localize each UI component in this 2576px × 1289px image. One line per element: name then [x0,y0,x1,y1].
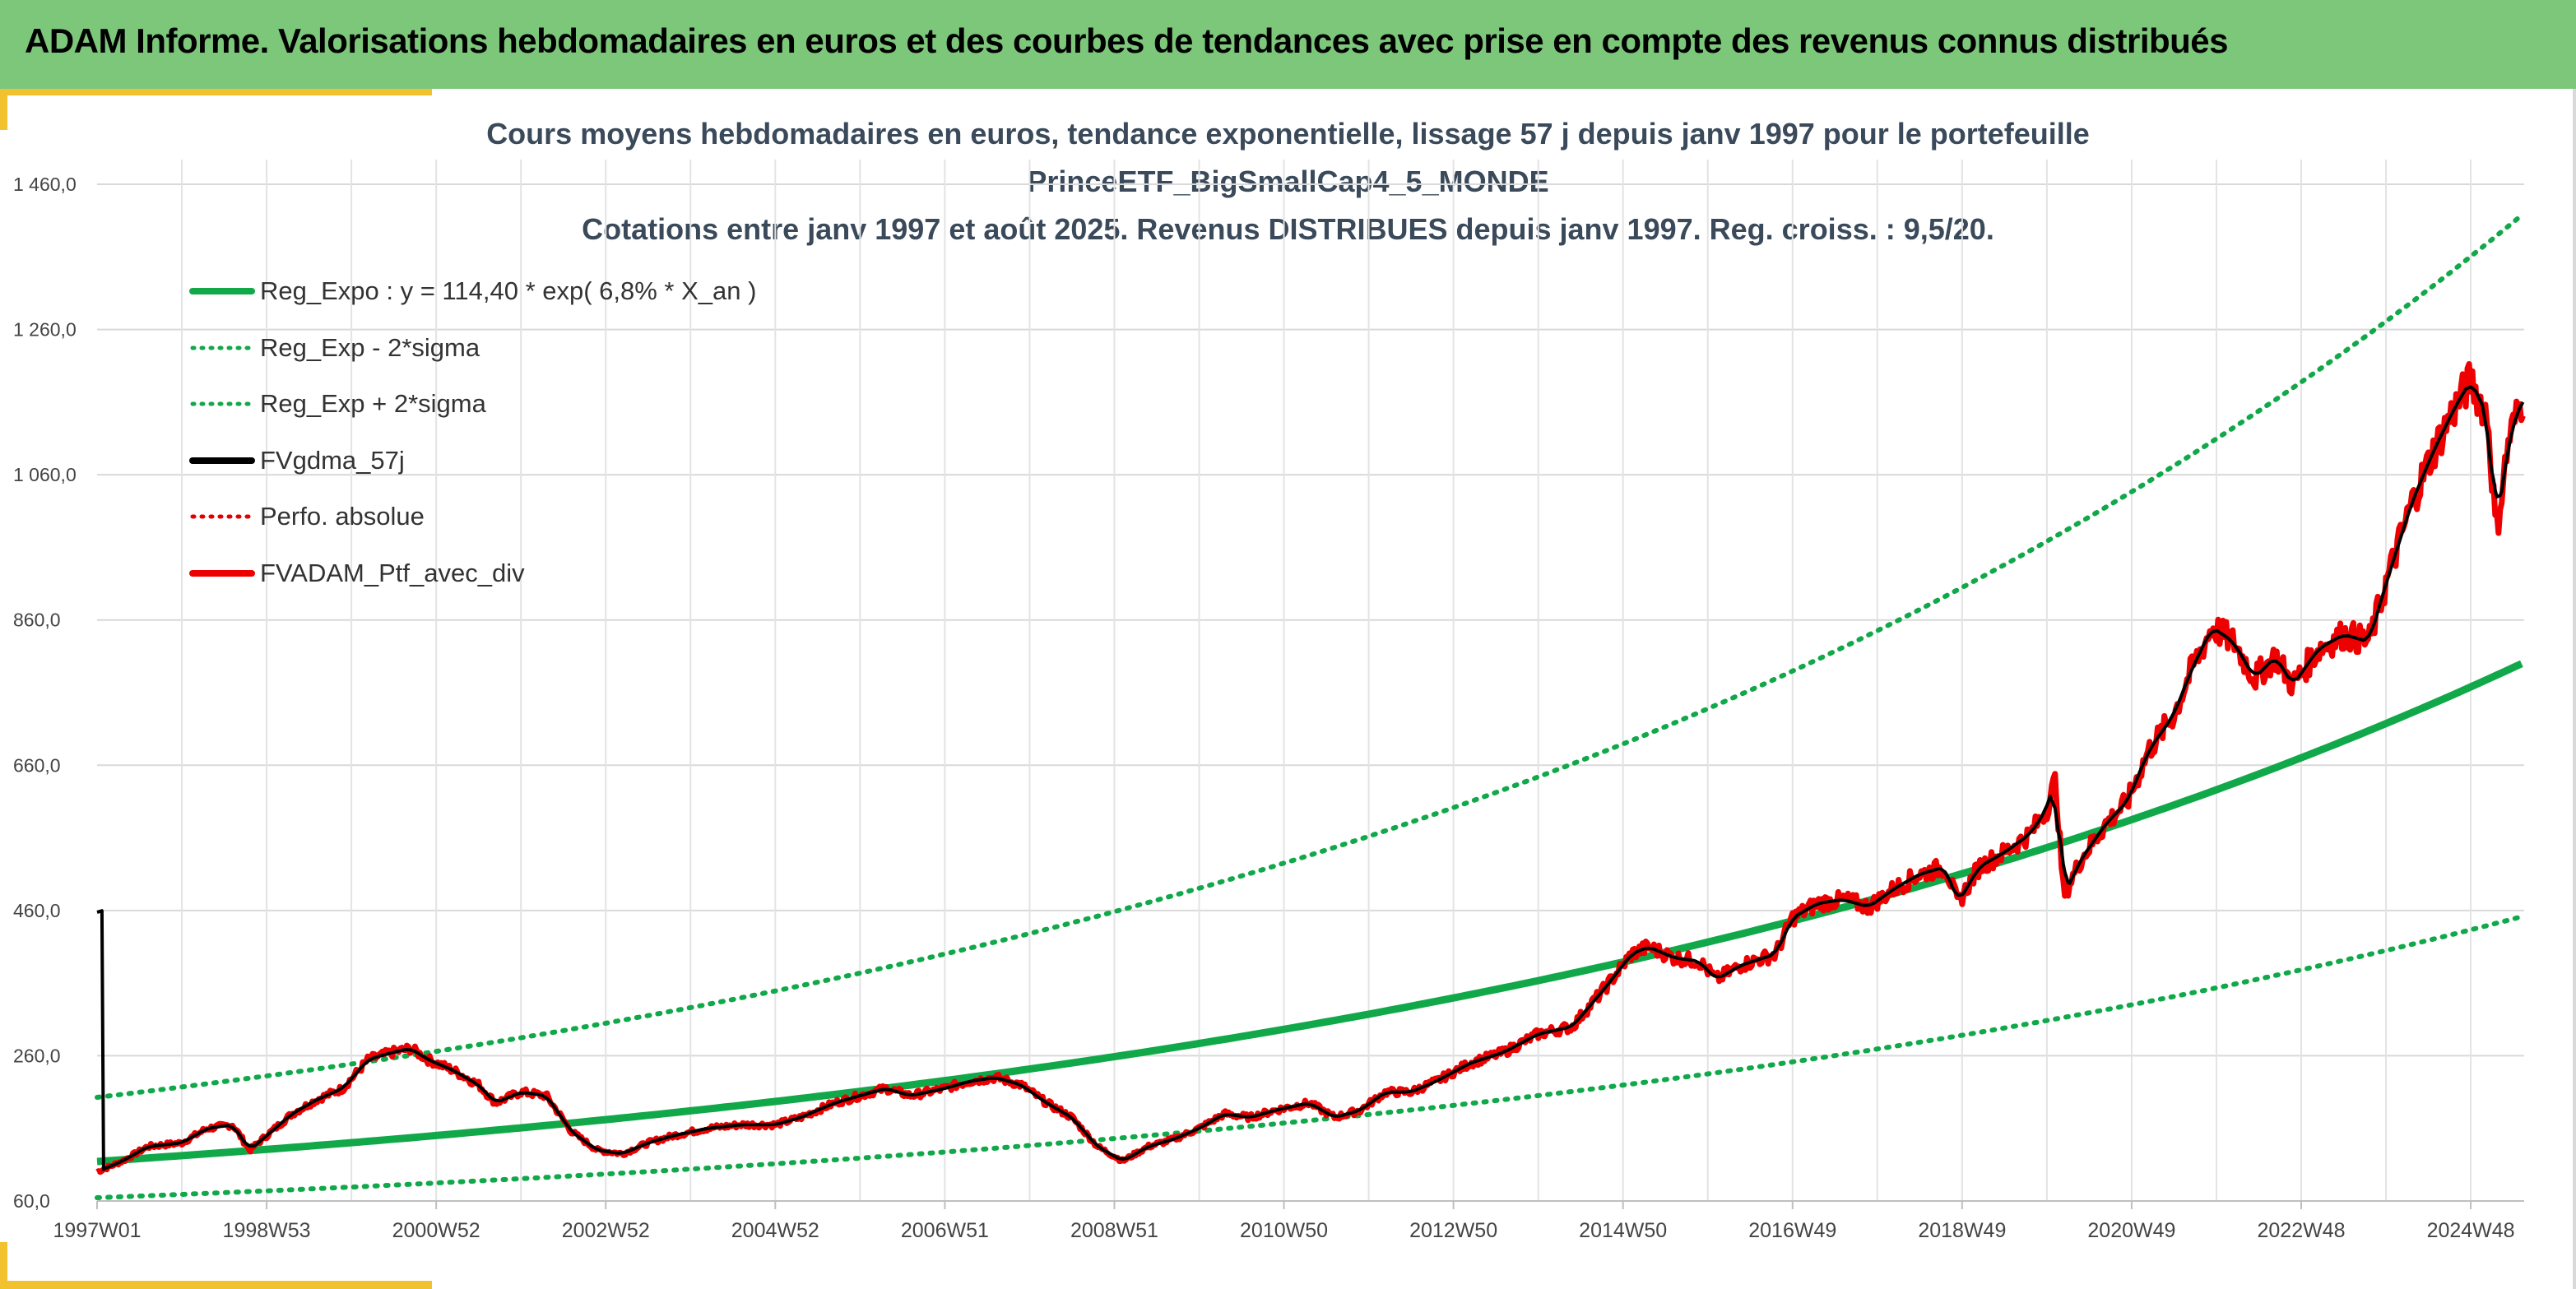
x-tick-label: 2014W50 [1579,1219,1667,1242]
series-reg-minus-2sigma [95,914,2524,1200]
y-tick-label: 60,0 [13,1190,50,1212]
x-tick-label: 2012W50 [1409,1219,1497,1242]
x-tick-label: 2016W49 [1748,1219,1836,1242]
x-tick-label: 1997W01 [53,1219,141,1242]
y-tick-label: 1 260,0 [13,319,77,341]
x-tick-label: 2004W52 [731,1219,819,1242]
x-tick-label: 2022W48 [2257,1219,2345,1242]
header-banner: ADAM Informe. Valorisations hebdomadaire… [0,0,2576,89]
corner-accent-top-vertical [0,89,7,130]
corner-accent-bottom [0,1281,432,1289]
y-tick-label: 860,0 [13,610,61,631]
series-fvadam-ptf-avec-div [95,361,2526,1175]
series-reg-expo [96,660,2523,1166]
legend-label: FVgdma_57j [260,446,405,475]
legend-label: Reg_Exp - 2*sigma [260,333,480,362]
x-tick-label: 2024W48 [2427,1219,2515,1242]
x-tick-label: 2008W51 [1070,1219,1158,1242]
banner-title: ADAM Informe. Valorisations hebdomadaire… [25,21,2229,60]
chart-title-line-1: Cours moyens hebdomadaires en euros, ten… [486,117,2090,151]
y-tick-label: 260,0 [13,1045,61,1066]
y-tick-label: 460,0 [13,900,61,921]
y-tick-label: 1 460,0 [13,174,77,195]
x-tick-label: 2002W52 [562,1219,650,1242]
x-tick-label: 2000W52 [392,1219,480,1242]
series-reg-plus-2sigma [95,212,2524,1100]
legend-label: FVADAM_Ptf_avec_div [260,559,525,587]
legend-label: Reg_Exp + 2*sigma [260,389,487,418]
y-tick-label: 660,0 [13,754,61,776]
x-tick-label: 1998W53 [223,1219,311,1242]
x-tick-label: 2020W49 [2087,1219,2175,1242]
legend-label: Perfo. absolue [260,502,425,531]
chart-title-line-3: Cotations entre janv 1997 et août 2025. … [582,212,1994,246]
frame-right-border [2573,89,2576,1289]
y-tick-label: 1 060,0 [13,464,77,485]
x-tick-label: 2006W51 [901,1219,989,1242]
corner-accent-bottom-vertical [0,1242,7,1289]
x-tick-label: 2010W50 [1240,1219,1328,1242]
corner-accent-top [0,89,432,95]
series-fvgdma-57j [96,385,2525,1171]
x-tick-label: 2018W49 [1918,1219,2006,1242]
legend-label: Reg_Expo : y = 114,40 * exp( 6,8% * X_an… [260,276,756,305]
